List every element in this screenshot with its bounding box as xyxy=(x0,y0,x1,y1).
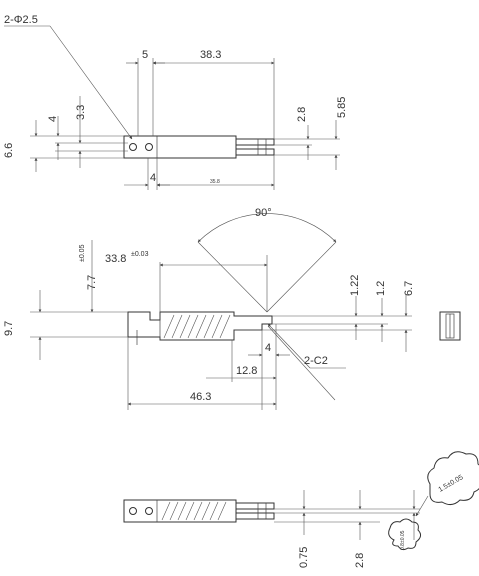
chamfer-2-c2: 2-C2 xyxy=(304,355,328,367)
dim-4-left: 4 xyxy=(47,116,59,122)
dim-2-8-top: 2.8 xyxy=(296,107,308,122)
note-small-text: 0.8±0.05 xyxy=(400,530,406,550)
dim-38-3: 38.3 xyxy=(200,49,221,61)
top-body xyxy=(123,135,237,159)
bottom-hole-left xyxy=(129,507,137,515)
bottom-view: 0.75 2.8 1.5±0.05 0.8±0.05 xyxy=(123,451,479,568)
note-cloud-text: 1.5±0.05 xyxy=(438,474,465,494)
end-view xyxy=(439,311,461,341)
hole-left xyxy=(129,143,137,151)
hole-right xyxy=(145,143,153,151)
side-body xyxy=(127,311,273,341)
top-view: 2-Φ2.5 5 38.3 2.8 5.85 xyxy=(3,14,348,190)
hole-callout: 2-Φ2.5 xyxy=(4,14,38,26)
cloud-note-large xyxy=(427,451,479,506)
hole-leader xyxy=(49,25,133,140)
dim-46-3: 46.3 xyxy=(190,391,211,403)
dim-33-8: 33.8 xyxy=(105,253,126,265)
bottom-hole-right xyxy=(145,507,153,515)
bottom-hatch xyxy=(161,501,227,521)
dim-6-6: 6.6 xyxy=(3,143,15,158)
angle-arc xyxy=(197,213,337,243)
dim-1-2: 1.2 xyxy=(375,281,387,296)
dim-5-85: 5.85 xyxy=(336,97,348,118)
dim-5: 5 xyxy=(142,49,148,61)
dim-6-7: 6.7 xyxy=(403,281,415,296)
dim-4-side: 4 xyxy=(265,342,271,354)
dim-33-8-tol: ±0.03 xyxy=(131,251,149,258)
top-prong-upper xyxy=(235,138,275,146)
cloud-note-small xyxy=(388,518,422,551)
dim-9-7: 9.7 xyxy=(3,321,15,336)
dim-35-8: 35.8 xyxy=(210,179,220,185)
dim-3-3: 3.3 xyxy=(75,105,87,120)
angle-90: 90° xyxy=(255,207,272,219)
dim-2-8-bottom: 2.8 xyxy=(354,553,366,568)
top-prong-lower xyxy=(235,148,275,156)
dim-7-7-tol: ±0.05 xyxy=(79,244,86,262)
dim-7-7: 7.7 xyxy=(86,275,98,290)
dim-1-22: 1.22 xyxy=(349,275,361,296)
side-view: 90° 2-C2 33.8 ±0.03 7.7 ±0.05 xyxy=(3,207,415,410)
dim-4-bottom: 4 xyxy=(150,172,156,184)
dim-0-75: 0.75 xyxy=(298,547,310,568)
side-hatch xyxy=(163,314,231,339)
bottom-body xyxy=(123,499,237,523)
dim-12-8: 12.8 xyxy=(236,365,257,377)
